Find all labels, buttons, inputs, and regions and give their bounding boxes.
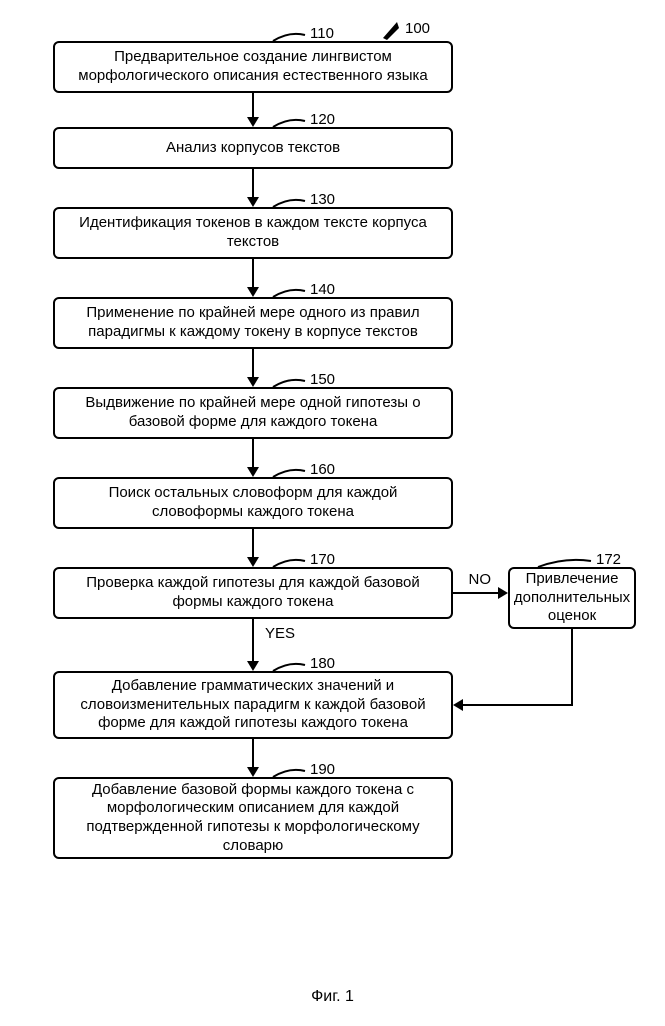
flow-node-n110: Предварительное создание лингвистом морф… (53, 41, 453, 93)
flow-node-n170: Проверка каждой гипотезы для каждой базо… (53, 567, 453, 619)
diagram-ref: 100 (405, 20, 430, 37)
flow-node-text: Применение по крайней мере одного из пра… (65, 304, 441, 342)
flow-node-n150: Выдвижение по крайней мере одной гипотез… (53, 387, 453, 439)
flow-node-n120: Анализ корпусов текстов (53, 127, 453, 169)
edge-label-yes: YES (265, 625, 295, 642)
flow-node-n160: Поиск остальных словоформ для каждой сло… (53, 477, 453, 529)
flow-node-n130: Идентификация токенов в каждом тексте ко… (53, 207, 453, 259)
flow-node-text: Добавление грамматических значений и сло… (65, 677, 441, 733)
flow-node-text: Анализ корпусов текстов (166, 139, 340, 158)
flow-node-text: Привлечение дополнительных оценок (514, 570, 630, 626)
flow-node-text: Идентификация токенов в каждом тексте ко… (65, 214, 441, 252)
flow-node-text: Проверка каждой гипотезы для каждой базо… (65, 574, 441, 612)
flow-node-n180: Добавление грамматических значений и сло… (53, 671, 453, 739)
flow-node-n190: Добавление базовой формы каждого токена … (53, 777, 453, 859)
flow-node-n140: Применение по крайней мере одного из пра… (53, 297, 453, 349)
flow-node-text: Добавление базовой формы каждого токена … (65, 781, 441, 856)
figure-caption: Фиг. 1 (10, 988, 655, 1006)
edge-label-no: NO (469, 571, 492, 588)
flow-node-text: Предварительное создание лингвистом морф… (65, 48, 441, 86)
flow-node-text: Поиск остальных словоформ для каждой сло… (65, 484, 441, 522)
flow-node-text: Выдвижение по крайней мере одной гипотез… (65, 394, 441, 432)
